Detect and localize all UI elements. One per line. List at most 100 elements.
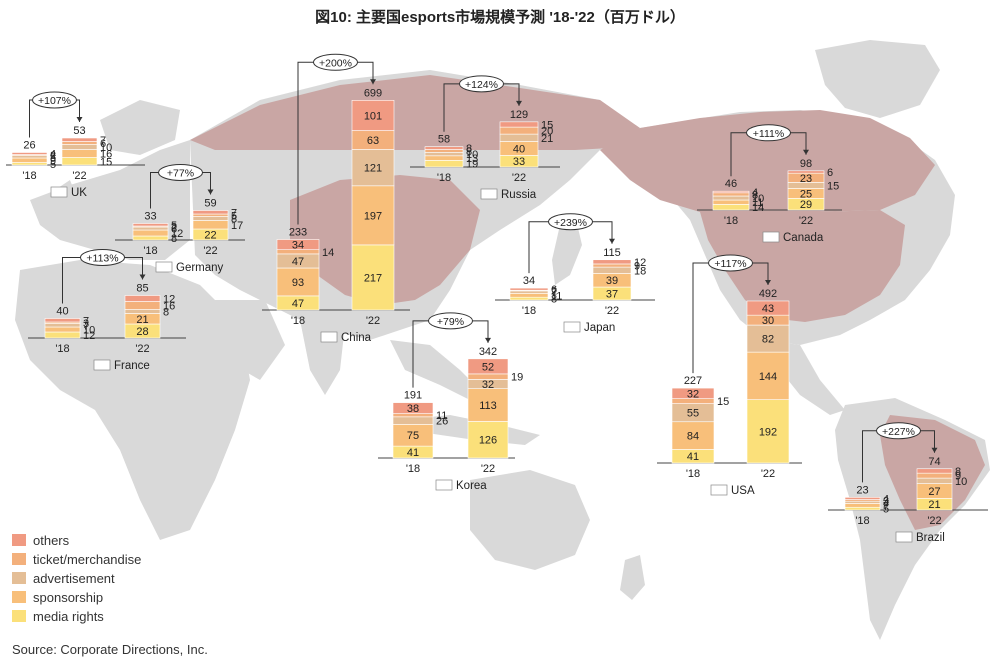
- flag-icon: [895, 531, 913, 543]
- bar-segment-others: [44, 318, 81, 323]
- legend-label-advertisement: advertisement: [33, 571, 115, 586]
- landmass-scandinavia: [100, 100, 180, 155]
- bar-segment-others: [424, 146, 464, 150]
- segment-value-others: 7: [83, 315, 89, 327]
- growth-label: +124%: [465, 79, 498, 91]
- year-label: '22: [72, 170, 86, 182]
- bar-segment-others: [61, 137, 98, 142]
- year-label: '18: [55, 343, 69, 355]
- bar-segment-sponsorship: [132, 229, 169, 237]
- growth-label: +77%: [167, 168, 194, 180]
- legend: others ticket/merchandise advertisement spo…: [12, 533, 141, 624]
- year-label: '18: [143, 245, 157, 257]
- segment-value-media: 29: [800, 199, 812, 211]
- bar-segment-media: [132, 235, 169, 241]
- segment-value-others: 8: [955, 466, 961, 478]
- bar-total: 74: [928, 456, 940, 468]
- bar-segment-media: [746, 399, 790, 464]
- segment-value-others: 12: [634, 257, 646, 269]
- bar-segment-advertisement: [592, 266, 632, 274]
- legend-swatch-sponsorship: [12, 591, 26, 603]
- bar-total: 233: [289, 227, 307, 239]
- growth-arrow: [765, 279, 771, 285]
- bar-segment-others: [467, 358, 509, 375]
- segment-value-sponsorship: 12: [171, 228, 183, 240]
- segment-value-others: 8: [466, 143, 472, 155]
- bar-total: 85: [136, 283, 148, 295]
- year-label: '18: [855, 515, 869, 527]
- year-label: '22: [512, 172, 526, 184]
- legend-swatch-media: [12, 610, 26, 622]
- bar-segment-advertisement: [11, 155, 48, 159]
- segment-value-sponsorship: 11: [551, 290, 562, 302]
- bar-segment-advertisement: [192, 216, 229, 221]
- segment-value-advertisement: 32: [482, 379, 494, 391]
- segment-value-sponsorship: 25: [800, 188, 812, 200]
- country-name: Germany: [176, 262, 224, 274]
- bar-segment-ticket: [192, 213, 229, 217]
- segment-value-others: 15: [541, 119, 553, 131]
- growth-badge: [158, 164, 203, 181]
- segment-value-sponsorship: 40: [513, 143, 525, 155]
- growth-label: +79%: [437, 316, 464, 328]
- bar-segment-advertisement: [424, 152, 464, 157]
- year-label: '18: [686, 468, 700, 480]
- segment-value-sponsorship: 13: [466, 153, 478, 165]
- country-name: Korea: [456, 480, 487, 492]
- segment-value-advertisement: 8: [231, 214, 237, 226]
- segment-value-ticket: 63: [367, 135, 379, 147]
- growth-badge: [313, 53, 358, 71]
- segment-value-advertisement: 21: [541, 133, 553, 145]
- bar-segment-sponsorship: [671, 421, 715, 450]
- bar-segment-advertisement: [499, 133, 539, 142]
- segment-value-advertisement: 7: [83, 320, 89, 332]
- segment-value-sponsorship: 7: [883, 500, 889, 512]
- landmass-greenland: [815, 40, 940, 118]
- highlight-russia: [190, 75, 640, 150]
- year-label: '18: [291, 315, 305, 327]
- segment-value-sponsorship: 197: [364, 210, 382, 222]
- bar-segment-advertisement: [844, 500, 881, 504]
- segment-value-advertisement: 10: [752, 193, 764, 205]
- segment-value-media: 8: [551, 294, 557, 306]
- segment-value-ticket: 3: [83, 318, 89, 330]
- bar-total: 191: [404, 390, 422, 402]
- segment-value-media: 47: [292, 298, 304, 310]
- bar-segment-sponsorship: [192, 220, 229, 230]
- flag-icon: [563, 321, 581, 333]
- year-label: '22: [605, 305, 619, 317]
- segment-value-sponsorship: 16: [100, 149, 112, 161]
- bar-segment-advertisement: [132, 226, 169, 231]
- segment-value-sponsorship: 144: [759, 371, 777, 383]
- segment-value-media: 21: [928, 499, 940, 511]
- bar-total: 59: [204, 198, 216, 210]
- segment-value-others: 4: [752, 187, 758, 199]
- segment-value-media: 37: [606, 289, 618, 301]
- bar-segment-media: [712, 204, 750, 211]
- bar-segment-others: [712, 190, 750, 194]
- segment-value-ticket: 8: [466, 146, 472, 158]
- segment-value-ticket: 8: [752, 189, 758, 201]
- country-name: Canada: [783, 232, 824, 244]
- segment-value-advertisement: 10: [955, 476, 967, 488]
- bar-segment-sponsorship: [61, 149, 98, 158]
- bar-segment-media: [424, 160, 464, 168]
- bar-segment-sponsorship: [467, 388, 509, 422]
- flag-icon: [93, 359, 111, 371]
- year-label: '18: [724, 215, 738, 227]
- growth-arrow: [516, 100, 522, 106]
- bar-total: 26: [23, 140, 35, 152]
- landmass-new-zealand: [620, 555, 645, 600]
- bar-total: 115: [603, 247, 621, 259]
- landmass-se-asia: [390, 340, 485, 400]
- segment-value-ticket: 9: [634, 261, 640, 273]
- legend-label-others: others: [33, 533, 70, 548]
- country-name: Japan: [584, 322, 615, 334]
- flag-icon: [50, 186, 68, 198]
